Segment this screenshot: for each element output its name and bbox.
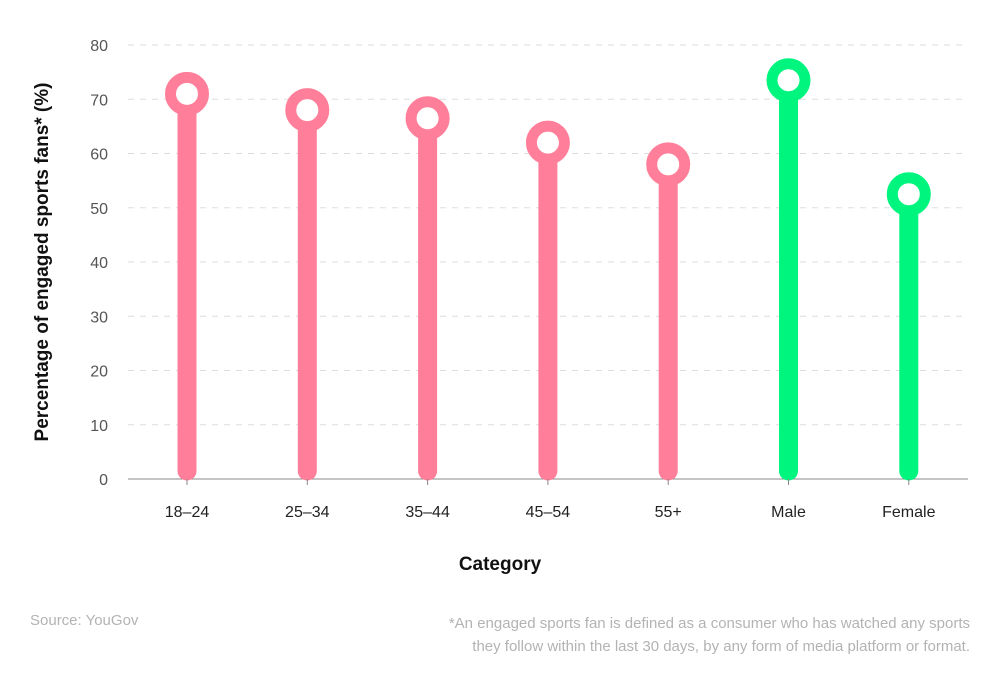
lollipop-7 bbox=[886, 172, 931, 481]
lollipop-3 bbox=[405, 96, 450, 481]
lollipop-head bbox=[646, 142, 691, 187]
y-tick-label: 40 bbox=[90, 255, 108, 272]
y-tick-label: 50 bbox=[90, 201, 108, 218]
lollipop-5 bbox=[646, 142, 691, 481]
y-axis-title: Percentage of engaged sports fans* (%) bbox=[32, 83, 53, 442]
lollipop-4 bbox=[525, 120, 570, 481]
x-tick-label: Male bbox=[771, 504, 806, 521]
lollipop-head bbox=[405, 96, 450, 141]
y-tick-label: 60 bbox=[90, 147, 108, 164]
footnote-line-2: they follow within the last 30 days, by … bbox=[472, 638, 970, 655]
lollipop-head bbox=[525, 120, 570, 165]
x-tick-label: 45–54 bbox=[526, 504, 571, 521]
source-label: Source: YouGov bbox=[30, 612, 139, 629]
lollipop-2 bbox=[285, 88, 330, 481]
lollipop-head bbox=[766, 58, 811, 103]
lollipop-6 bbox=[766, 58, 811, 481]
x-axis-title: Category bbox=[459, 554, 542, 575]
lollipop-head bbox=[165, 71, 209, 116]
y-tick-label: 0 bbox=[99, 472, 108, 489]
y-tick-label: 20 bbox=[90, 364, 108, 381]
y-tick-label: 80 bbox=[90, 38, 108, 55]
x-tick-label: 55+ bbox=[655, 504, 682, 521]
x-tick-label: 18–24 bbox=[165, 504, 210, 521]
x-axis-ticks: 18–24 25–34 35–44 45–54 55+ Male Female bbox=[165, 479, 936, 521]
footnote-line-1: *An engaged sports fan is defined as a c… bbox=[448, 615, 970, 632]
lollipop-head bbox=[886, 172, 931, 217]
y-tick-label: 10 bbox=[90, 418, 108, 435]
y-tick-label: 70 bbox=[90, 92, 108, 109]
lollipop-chart: 0 10 20 30 40 50 60 70 80 18–24 25–34 35–44 45–54 55… bbox=[32, 38, 968, 575]
x-tick-label: Female bbox=[882, 504, 935, 521]
footnote: *An engaged sports fan is defined as a c… bbox=[330, 612, 970, 658]
lollipop-head bbox=[285, 88, 330, 133]
lollipop-marks bbox=[165, 58, 931, 481]
y-tick-label: 30 bbox=[90, 309, 108, 326]
x-tick-label: 35–44 bbox=[405, 504, 450, 521]
x-tick-label: 25–34 bbox=[285, 504, 330, 521]
y-axis-ticks: 0 10 20 30 40 50 60 70 80 bbox=[90, 38, 108, 489]
lollipop-1 bbox=[165, 71, 209, 481]
